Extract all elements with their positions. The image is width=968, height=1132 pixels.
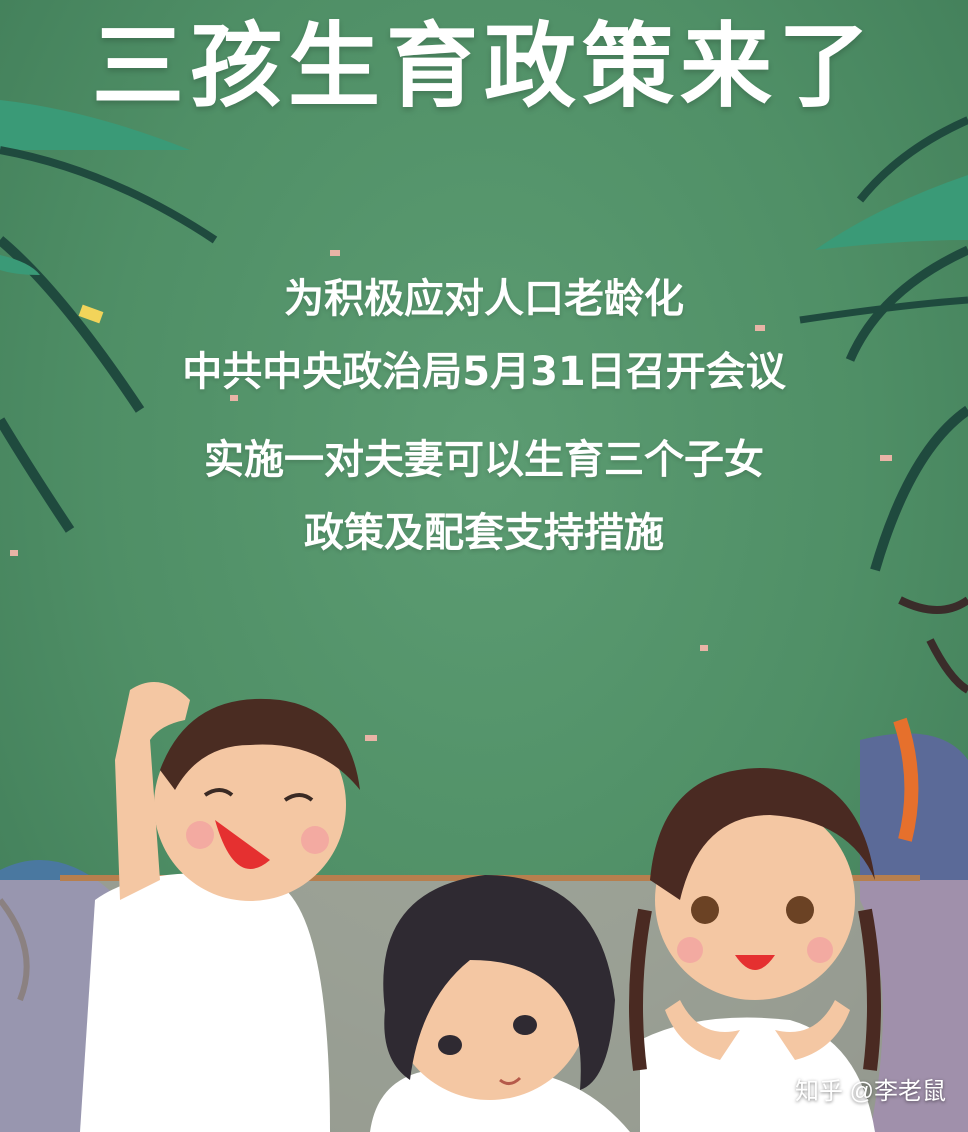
headline-line-1: 为积极应对人口老龄化	[284, 276, 684, 322]
boy-figure	[80, 682, 360, 1132]
confetti	[10, 250, 892, 741]
headline-line-3: 实施一对夫妻可以生育三个子女	[204, 437, 764, 483]
headline-line-2: 中共中央政治局5月31日召开会议	[182, 349, 786, 395]
poster-title: 三孩生育政策来了	[91, 13, 876, 120]
palm-leaves-left	[0, 100, 218, 533]
headline-line-4: 政策及配套支持措施	[304, 510, 664, 556]
right-girl-figure	[629, 768, 881, 1132]
middle-girl-figure	[370, 875, 630, 1132]
watermark: 知乎 @李老鼠	[794, 1078, 946, 1105]
palm-leaves-right	[799, 116, 968, 572]
